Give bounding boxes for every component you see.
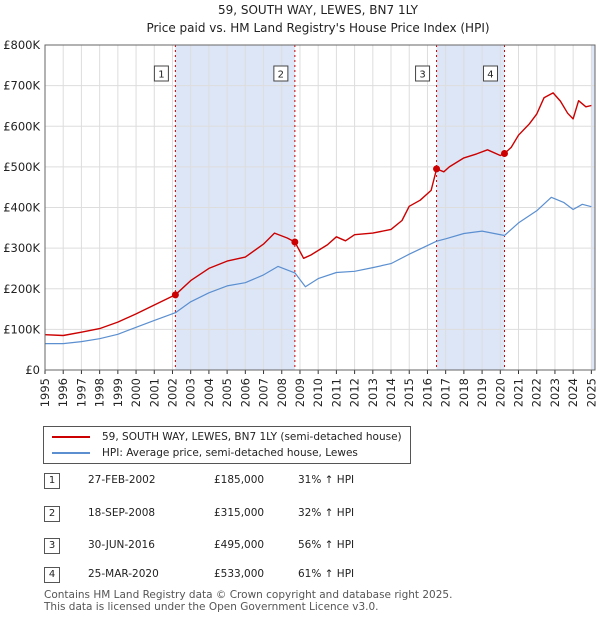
x-tick-label: 2002	[165, 378, 179, 407]
legend-item-hpi: HPI: Average price, semi-detached house,…	[52, 446, 358, 460]
sale-hpi-change: 56% ↑ HPI	[298, 539, 355, 551]
x-tick-label: 2015	[402, 378, 416, 407]
y-tick-label: £200K	[3, 282, 40, 296]
chart-title-line1: 59, SOUTH WAY, LEWES, BN7 1LY	[218, 3, 419, 17]
sale-label-number: 3	[419, 70, 425, 81]
sale-price: £495,000	[214, 539, 265, 551]
x-tick-label: 1997	[74, 378, 88, 407]
x-tick-label: 2006	[238, 378, 252, 407]
x-tick-label: 2007	[257, 378, 271, 407]
x-tick-label: 2025	[584, 378, 598, 407]
x-tick-label: 2017	[439, 378, 453, 407]
legend-label-hpi: HPI: Average price, semi-detached house,…	[102, 447, 358, 459]
x-tick-label: 1996	[56, 378, 70, 407]
legend-label-property: 59, SOUTH WAY, LEWES, BN7 1LY (semi-deta…	[102, 431, 402, 443]
footer-attribution: Contains HM Land Registry data © Crown c…	[44, 589, 452, 613]
sale-point	[291, 238, 299, 246]
sale-point	[171, 291, 179, 299]
sale-point	[500, 149, 508, 157]
plot-frame	[44, 44, 596, 371]
footer-line-1: Contains HM Land Registry data © Crown c…	[44, 589, 453, 601]
sale-date: 27-FEB-2002	[88, 474, 156, 486]
x-tick-label: 2003	[184, 378, 198, 407]
legend-swatch-hpi	[52, 452, 90, 454]
chart-legend: 59, SOUTH WAY, LEWES, BN7 1LY (semi-deta…	[43, 426, 411, 464]
sale-hpi-change: 32% ↑ HPI	[298, 507, 355, 519]
x-tick-label: 2022	[530, 378, 544, 407]
y-tick-label: £0	[25, 363, 40, 377]
price-chart: 59, SOUTH WAY, LEWES, BN7 1LY Price paid…	[3, 3, 598, 407]
sale-number: 2	[44, 506, 60, 522]
x-tick-label: 2008	[275, 378, 289, 407]
sale-price: £533,000	[214, 568, 265, 580]
footer-line-2: This data is licensed under the Open Gov…	[44, 601, 379, 613]
sale-number: 1	[44, 473, 60, 489]
y-tick-label: £700K	[3, 79, 40, 93]
y-tick-label: £800K	[3, 38, 40, 52]
x-tick-label: 2016	[420, 378, 434, 407]
y-tick-label: £400K	[3, 201, 40, 215]
sale-date: 30-JUN-2016	[88, 539, 155, 551]
y-tick-label: £300K	[3, 241, 40, 255]
y-tick-label: £500K	[3, 160, 40, 174]
sale-label-number: 2	[278, 70, 284, 81]
y-tick-label: £600K	[3, 119, 40, 133]
sale-label-number: 4	[487, 70, 493, 81]
sale-date: 18-SEP-2008	[88, 507, 156, 519]
y-tick-label: £100K	[3, 322, 40, 336]
sale-point	[433, 165, 441, 173]
sale-label-number: 1	[158, 70, 164, 81]
x-tick-label: 2023	[548, 378, 562, 407]
x-tick-label: 2020	[493, 378, 507, 407]
x-tick-label: 2018	[457, 378, 471, 407]
sale-label-box	[415, 65, 431, 82]
x-tick-label: 2005	[220, 378, 234, 407]
table-row: 2 18-SEP-2008 £315,000 32% ↑ HPI	[44, 506, 444, 524]
hpi-line	[45, 196, 592, 345]
x-tick-label: 2019	[475, 378, 489, 407]
x-tick-label: 1995	[38, 378, 52, 407]
x-tick-label: 2021	[512, 378, 526, 407]
chart-title-line2: Price paid vs. HM Land Registry's House …	[146, 21, 489, 35]
x-tick-label: 2004	[202, 378, 216, 407]
table-row: 3 30-JUN-2016 £495,000 56% ↑ HPI	[44, 538, 444, 556]
x-tick-label: 2014	[384, 378, 398, 407]
property-price-line	[44, 92, 592, 337]
x-tick-label: 2001	[147, 378, 161, 407]
sale-number: 3	[44, 538, 60, 554]
x-tick-label: 2009	[293, 378, 307, 407]
sale-hpi-change: 31% ↑ HPI	[298, 474, 355, 486]
sale-price: £315,000	[214, 507, 265, 519]
x-tick-label: 2000	[129, 378, 143, 407]
x-tick-label: 2010	[311, 378, 325, 407]
sale-hpi-change: 61% ↑ HPI	[298, 568, 355, 580]
x-tick-label: 1998	[93, 378, 107, 407]
sale-label-box	[153, 65, 169, 82]
x-tick-label: 2011	[329, 378, 343, 407]
sale-price: £185,000	[214, 474, 265, 486]
sale-label-box	[482, 65, 498, 82]
sale-date: 25-MAR-2020	[88, 568, 159, 580]
x-tick-label: 1999	[111, 378, 125, 407]
x-tick-label: 2012	[348, 378, 362, 407]
legend-swatch-property	[52, 436, 90, 438]
sale-number: 4	[44, 567, 60, 583]
table-row: 1 27-FEB-2002 £185,000 31% ↑ HPI	[44, 473, 444, 491]
table-row: 4 25-MAR-2020 £533,000 61% ↑ HPI	[44, 567, 444, 585]
x-tick-label: 2013	[366, 378, 380, 407]
x-tick-label: 2024	[566, 378, 580, 407]
legend-item-property: 59, SOUTH WAY, LEWES, BN7 1LY (semi-deta…	[52, 430, 402, 444]
sale-label-box	[273, 65, 289, 82]
